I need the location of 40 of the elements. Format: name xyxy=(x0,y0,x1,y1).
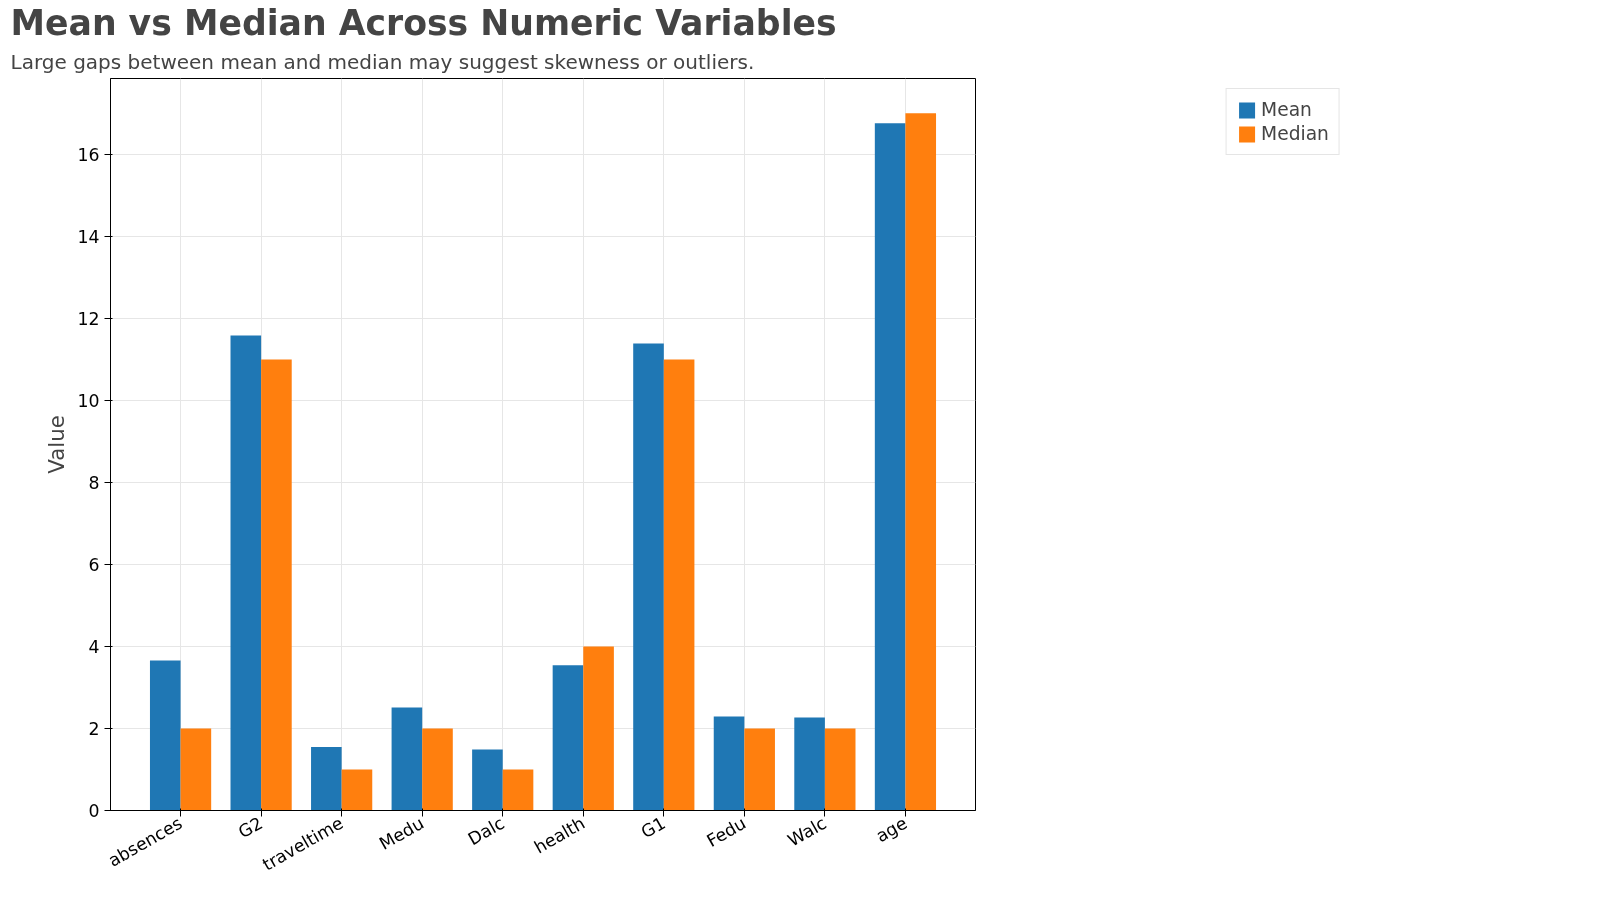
x-tick-label: Fedu xyxy=(703,812,750,851)
bar xyxy=(552,665,584,811)
x-tick-label: age xyxy=(872,812,911,847)
chart-subtitle: Large gaps between mean and median may suggest skewness or outliers. xyxy=(10,49,755,74)
y-tick-label: 14 xyxy=(77,226,100,247)
bar xyxy=(744,728,775,811)
bar xyxy=(905,113,937,811)
bar xyxy=(341,769,373,811)
bar xyxy=(391,707,423,811)
bar xyxy=(422,728,453,811)
y-tick-label: 12 xyxy=(77,308,100,329)
bar xyxy=(502,769,534,811)
y-axis-title: Value xyxy=(44,415,70,474)
x-tick-label: G2 xyxy=(234,812,267,843)
bar xyxy=(583,646,614,811)
y-tick-label: 4 xyxy=(88,636,100,657)
y-tick-label: 8 xyxy=(88,472,100,493)
bar xyxy=(713,716,745,811)
x-tick-label: Walc xyxy=(784,812,830,851)
bar xyxy=(230,335,262,811)
chart-title: Mean vs Median Across Numeric Variables xyxy=(10,2,837,43)
y-tick-label: 2 xyxy=(88,718,100,739)
bar xyxy=(824,728,856,811)
legend-label: Mean xyxy=(1261,99,1312,120)
bar xyxy=(472,749,503,811)
bar xyxy=(149,660,181,811)
bar xyxy=(874,123,906,811)
bar xyxy=(663,359,695,811)
y-tick-label: 0 xyxy=(88,801,100,821)
bar xyxy=(794,717,825,811)
bar xyxy=(180,728,212,811)
bar xyxy=(311,746,342,811)
bar xyxy=(261,359,292,811)
x-tick-label: G1 xyxy=(637,812,669,843)
x-tick-label: Dalc xyxy=(464,812,508,850)
legend-label: Median xyxy=(1261,123,1329,144)
y-tick-label: 6 xyxy=(88,554,100,575)
y-tick-label: 16 xyxy=(77,144,100,165)
y-tick-label: 10 xyxy=(77,390,100,411)
bar xyxy=(633,343,664,811)
